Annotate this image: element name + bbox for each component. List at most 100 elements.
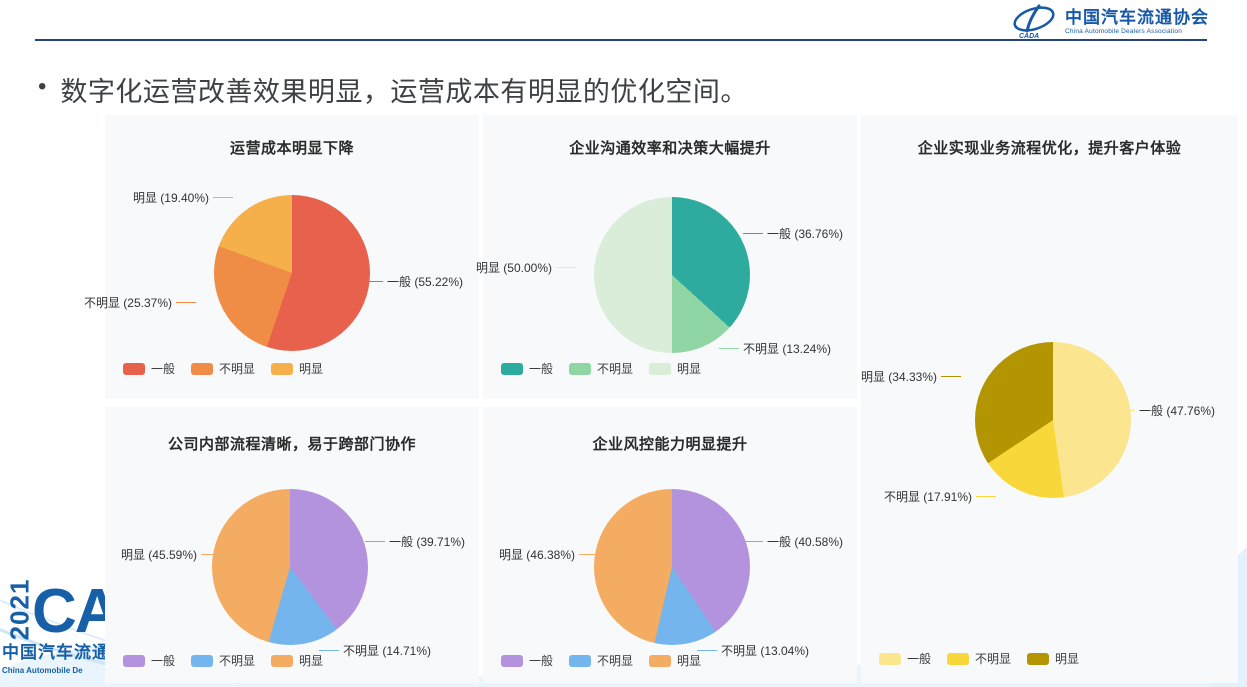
leader-line xyxy=(941,376,961,378)
legend-swatch xyxy=(271,654,294,667)
legend-swatch xyxy=(501,362,523,375)
pie-chart-process-optimization[interactable] xyxy=(975,342,1131,498)
chart-panel-communication-efficiency: 企业沟通效率和决策大幅提升 一般 (36.76%) 明显 (50.00%) 不明… xyxy=(476,115,857,399)
slide-title-row: • 数字化运营改善效果明显，运营成本有明显的优化空间。 xyxy=(38,70,748,109)
legend-item[interactable]: 明显 xyxy=(271,652,323,669)
legend-swatch xyxy=(501,654,523,667)
leader-line xyxy=(365,541,385,543)
chart-legend: 一般 不明显 明显 xyxy=(879,650,1079,667)
cada-acronym-text: CADA xyxy=(1019,33,1039,40)
legend-swatch xyxy=(123,654,145,667)
legend-swatch xyxy=(191,362,214,375)
leader-line xyxy=(1115,410,1135,412)
pie-label-bumingxian: 不明显 (13.04%) xyxy=(693,644,809,658)
pie-chart-risk-control[interactable] xyxy=(594,489,750,645)
chart-title: 企业沟通效率和决策大幅提升 xyxy=(569,140,771,157)
legend-swatch xyxy=(947,652,970,665)
legend-label: 不明显 xyxy=(975,652,1012,666)
legend-label: 一般 xyxy=(151,362,176,376)
legend-item[interactable]: 一般 xyxy=(123,652,175,669)
legend-label: 一般 xyxy=(529,654,554,668)
chart-panel-process-optimization: 企业实现业务流程优化，提升客户体验 明显 (34.33%) 一般 (47.76%… xyxy=(861,115,1238,683)
legend-item[interactable]: 一般 xyxy=(123,360,175,377)
pie-label-mingxian: 明显 (45.59%) xyxy=(121,548,225,562)
pie-label-bumingxian: 不明显 (14.71%) xyxy=(315,644,431,658)
legend-item[interactable]: 明显 xyxy=(271,360,323,377)
legend-swatch xyxy=(649,654,672,667)
header-org-name-en: China Automobile Dealers Association xyxy=(1065,27,1183,35)
pie-label-bumingxian: 不明显 (13.24%) xyxy=(715,342,831,356)
leader-line xyxy=(719,348,739,350)
legend-item[interactable]: 明显 xyxy=(649,652,701,669)
chart-title: 企业风控能力明显提升 xyxy=(592,436,748,453)
pie-chart-communication-efficiency[interactable] xyxy=(594,197,750,353)
chart-panel-internal-process: 公司内部流程清晰，易于跨部门协作 一般 (39.71%) 明显 (45.59%)… xyxy=(105,407,479,683)
pie-chart-internal-process[interactable] xyxy=(212,489,368,645)
pie-label-mingxian: 明显 (34.33%) xyxy=(861,370,965,384)
pie-label-mingxian: 明显 (46.38%) xyxy=(499,548,603,562)
legend-item[interactable]: 一般 xyxy=(879,650,931,667)
pie-label-yiban: 一般 (40.58%) xyxy=(739,535,843,549)
legend-item[interactable]: 明显 xyxy=(1027,650,1079,667)
legend-label: 一般 xyxy=(907,652,932,666)
legend-item[interactable]: 不明显 xyxy=(947,650,1011,667)
leader-line xyxy=(556,267,576,269)
pie-label-yiban: 一般 (55.22%) xyxy=(359,275,463,289)
legend-label: 不明显 xyxy=(219,654,256,668)
header-cada-logo: CADA 中国汽车流通协会 China Automobile Dealers A… xyxy=(1009,4,1209,40)
leader-line xyxy=(201,554,221,556)
legend-label: 明显 xyxy=(299,654,324,668)
legend-item[interactable]: 一般 xyxy=(501,652,553,669)
legend-item[interactable]: 一般 xyxy=(501,360,553,377)
legend-item[interactable]: 明显 xyxy=(649,360,701,377)
legend-label: 明显 xyxy=(1055,652,1080,666)
leader-line xyxy=(579,554,599,556)
legend-swatch xyxy=(569,654,592,667)
legend-item[interactable]: 不明显 xyxy=(191,652,255,669)
legend-label: 明显 xyxy=(677,654,702,668)
leader-line xyxy=(176,302,196,304)
leader-line xyxy=(319,650,339,652)
footer-cada-2021-logo: 2021 CA 中国汽车流通 China Automobile De xyxy=(0,547,180,687)
legend-swatch xyxy=(879,652,901,665)
leader-line xyxy=(363,281,383,283)
footer-logo-acronym: CA xyxy=(32,577,120,646)
pie-label-yiban: 一般 (36.76%) xyxy=(739,227,843,241)
footer-logo-org-cn: 中国汽车流通 xyxy=(2,643,110,662)
legend-label: 不明显 xyxy=(597,362,634,376)
pie-label-bumingxian: 不明显 (17.91%) xyxy=(884,490,1000,504)
chart-legend: 一般 不明显 明显 xyxy=(123,652,323,669)
leader-line xyxy=(743,541,763,543)
legend-swatch xyxy=(649,362,672,375)
pie-chart-operating-cost[interactable] xyxy=(214,195,370,351)
chart-legend: 一般 不明显 明显 xyxy=(501,360,701,377)
footer-logo-org-en: China Automobile De xyxy=(2,666,83,675)
legend-label: 不明显 xyxy=(597,654,634,668)
header-divider-line xyxy=(35,39,1207,41)
pie-label-bumingxian: 不明显 (25.37%) xyxy=(84,296,200,310)
header-org-name-cn: 中国汽车流通协会 xyxy=(1065,7,1209,27)
legend-label: 不明显 xyxy=(219,362,256,376)
chart-title: 公司内部流程清晰，易于跨部门协作 xyxy=(167,436,416,453)
leader-line xyxy=(976,496,996,498)
legend-label: 一般 xyxy=(151,654,176,668)
pie-label-yiban: 一般 (39.71%) xyxy=(361,535,465,549)
legend-label: 明显 xyxy=(299,362,324,376)
chart-title: 企业实现业务流程优化，提升客户体验 xyxy=(917,140,1182,157)
pie-label-yiban: 一般 (47.76%) xyxy=(1111,404,1215,418)
legend-label: 明显 xyxy=(677,362,702,376)
cada-swoosh-icon: CADA xyxy=(1013,4,1055,40)
legend-item[interactable]: 不明显 xyxy=(569,360,633,377)
leader-line xyxy=(743,233,763,235)
legend-swatch xyxy=(123,362,145,375)
leader-line xyxy=(213,197,233,199)
chart-panel-operating-cost: 运营成本明显下降 明显 (19.40%) 一般 (55.22%) 不明显 (25… xyxy=(84,115,479,399)
footer-logo-year: 2021 xyxy=(4,578,35,641)
legend-swatch xyxy=(191,654,214,667)
legend-item[interactable]: 不明显 xyxy=(569,652,633,669)
bullet-icon: • xyxy=(38,73,47,100)
chart-legend: 一般 不明显 明显 xyxy=(501,652,701,669)
pie-label-mingxian: 明显 (50.00%) xyxy=(476,261,580,275)
legend-item[interactable]: 不明显 xyxy=(191,360,255,377)
